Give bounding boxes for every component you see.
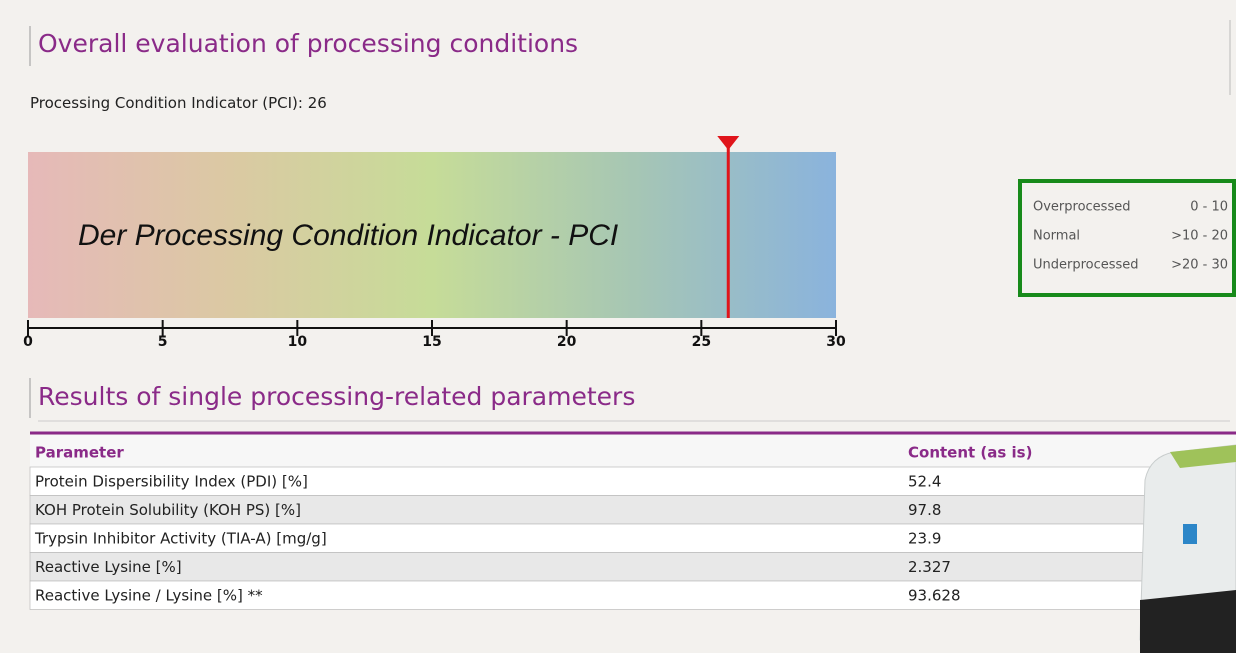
tick-label: 5 [158,334,168,350]
section-title: Results of single processing-related par… [38,382,635,411]
cell-value: 97.8 [908,501,941,519]
tick-label: 30 [826,334,846,350]
cell-parameter: Reactive Lysine [%] [35,558,182,576]
tick-label: 20 [557,334,577,350]
pci-marker-head [717,136,740,150]
device-image [1139,444,1236,653]
cell-parameter: Trypsin Inhibitor Activity (TIA-A) [mg/g… [34,530,327,548]
cell-parameter: Protein Dispersibility Index (PDI) [%] [35,473,308,491]
gauge-bar [28,152,836,318]
pci-label: Processing Condition Indicator (PCI): 26 [30,94,327,112]
legend-name: Underprocessed [1033,258,1139,273]
cell-value: 2.327 [908,558,951,576]
table-row [29,552,1236,582]
column-header: Content (as is) [908,444,1032,462]
tick-label: 15 [422,334,441,350]
cell-parameter: KOH Protein Solubility (KOH PS) [%] [35,501,301,519]
tick-label: 0 [23,334,33,350]
table-row [29,466,1236,496]
table-header-bg [30,435,1236,467]
cell-parameter: Reactive Lysine / Lysine [%] ** [35,587,263,605]
cell-value: 52.4 [908,473,941,491]
cell-value: 23.9 [908,530,941,548]
cell-value: 93.628 [908,587,961,605]
legend-box [1018,179,1236,297]
legend-name: Normal [1033,229,1080,244]
tick-label: 25 [692,334,711,350]
legend-name: Overprocessed [1033,200,1130,215]
legend-range: >20 - 30 [1171,258,1228,273]
table-row [29,580,1236,610]
column-header: Parameter [35,444,124,462]
table-row [29,523,1236,553]
gauge-overlay: Der Processing Condition Indicator - PCI [78,219,618,252]
tick-label: 10 [288,334,308,350]
table-row [29,495,1236,525]
section-title: Overall evaluation of processing conditi… [38,29,578,58]
legend-range: >10 - 20 [1171,229,1228,244]
legend-range: 0 - 10 [1190,200,1228,215]
